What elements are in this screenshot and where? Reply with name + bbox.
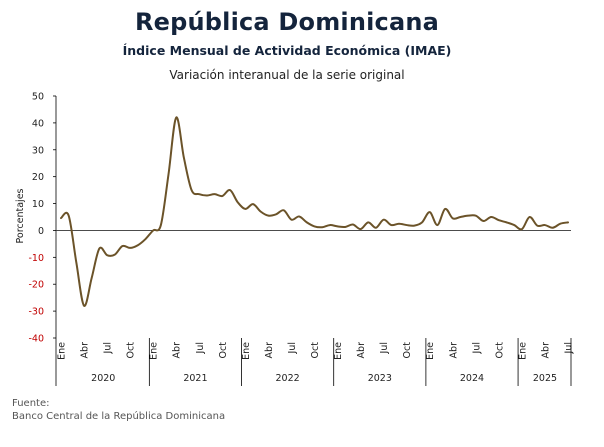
x-tick-label: Jul xyxy=(103,342,114,354)
series-layer xyxy=(60,116,569,307)
x-tick-label: Ene xyxy=(149,342,160,360)
x-axis: Ene Abr Jul Oct Ene Abr Jul Oct Ene Abr Jul Oct Ene A… xyxy=(55,338,575,386)
year-label: 2022 xyxy=(276,373,300,384)
x-tick-label: Oct xyxy=(126,342,137,359)
year-label: 2020 xyxy=(91,373,115,384)
x-tick-label: Oct xyxy=(218,342,229,359)
y-tick-label: 20 xyxy=(32,172,44,183)
y-tick-label: -10 xyxy=(28,253,44,264)
x-tick-label: Jul xyxy=(564,342,575,354)
chart-title: República Dominicana xyxy=(134,8,440,36)
y-tick-label: -30 xyxy=(28,307,44,318)
x-tick-label: Abr xyxy=(540,342,551,359)
x-tick-label: Oct xyxy=(310,342,321,359)
year-label: 2025 xyxy=(533,373,557,384)
y-tick-label: 0 xyxy=(38,226,44,237)
y-tick-label: -40 xyxy=(28,334,44,345)
chart-subtitle: Índice Mensual de Actividad Económica (I… xyxy=(122,43,452,58)
year-label: 2023 xyxy=(368,373,392,384)
x-tick-label: Abr xyxy=(356,342,367,359)
x-tick-label: Jul xyxy=(471,342,482,354)
x-tick-label: Oct xyxy=(402,342,413,359)
x-tick-label: Jul xyxy=(195,342,206,354)
chart-description: Variación interanual de la serie origina… xyxy=(169,68,405,82)
x-tick-label: Jul xyxy=(287,342,298,354)
x-tick-label: Ene xyxy=(241,342,252,360)
x-tick-label: Abr xyxy=(172,342,183,359)
y-axis: 50 40 30 20 10 0 -10 -20 -30 -40 xyxy=(28,92,571,345)
year-label: 2024 xyxy=(460,373,484,384)
y-tick-label: 30 xyxy=(32,145,44,156)
y-tick-label: 50 xyxy=(32,92,44,103)
x-tick-label: Oct xyxy=(494,342,505,359)
x-tick-label: Abr xyxy=(448,342,459,359)
source-text: Banco Central de la República Dominicana xyxy=(12,411,226,422)
y-tick-label: -20 xyxy=(28,280,44,291)
x-tick-label: Ene xyxy=(425,342,436,360)
x-tick-label: Ene xyxy=(517,342,528,360)
imae-series-line xyxy=(60,116,569,307)
y-axis-label: Porcentajes xyxy=(15,188,26,243)
source-label: Fuente: xyxy=(12,398,50,409)
y-tick-label: 40 xyxy=(32,118,44,129)
y-tick-label: 10 xyxy=(32,199,44,210)
year-label: 2021 xyxy=(183,373,207,384)
x-tick-label: Ene xyxy=(57,342,68,360)
x-tick-label: Ene xyxy=(333,342,344,360)
x-tick-label: Abr xyxy=(264,342,275,359)
x-tick-label: Jul xyxy=(379,342,390,354)
x-tick-label: Abr xyxy=(80,342,91,359)
